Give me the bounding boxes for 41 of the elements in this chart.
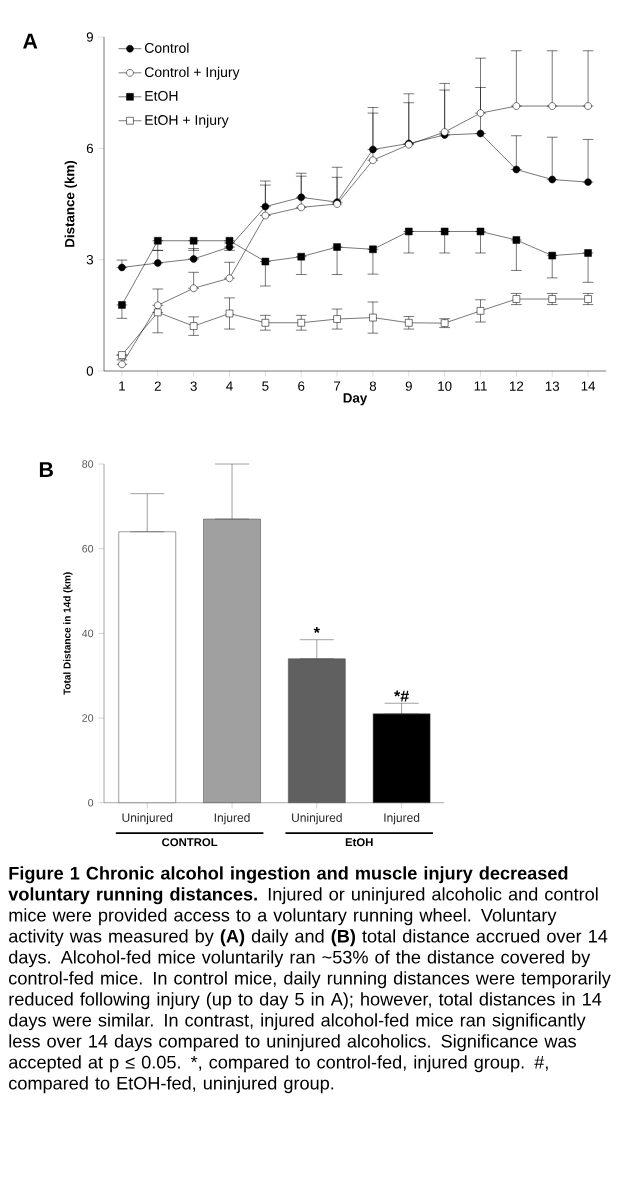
x-tick-label: 3 <box>190 381 197 391</box>
x-tick-label: 8 <box>369 381 377 391</box>
chart-title: A <box>23 33 38 49</box>
text: CONTROL <box>162 838 218 847</box>
x-tick-label: Injured <box>214 813 250 825</box>
y-axis-title: Total Distance in 14d (km) <box>63 572 73 695</box>
x-tick-label: 1 <box>119 381 125 391</box>
x-tick-label: 12 <box>509 381 524 391</box>
x-tick-label: 10 <box>438 381 452 391</box>
y-tick-label: 0 <box>88 798 94 807</box>
x-tick-label: 6 <box>298 381 305 391</box>
y-axis-title: Distance (km) <box>64 160 78 247</box>
x-tick-label: 14 <box>581 381 596 391</box>
x-axis-title: Day <box>343 393 368 406</box>
x-tick-label: Uninjured <box>122 813 173 825</box>
legend-label: EtOH <box>145 90 178 101</box>
text: EtOH <box>345 838 373 847</box>
y-tick-label: 9 <box>86 32 93 42</box>
x-tick-label: 5 <box>262 381 269 391</box>
y-tick-label: 40 <box>81 629 94 638</box>
x-tick-label: 7 <box>334 381 341 391</box>
x-tick-label: 11 <box>474 381 487 391</box>
x-tick-label: 2 <box>154 381 161 391</box>
y-tick-label: 3 <box>86 254 94 265</box>
y-tick-label: 0 <box>86 366 94 376</box>
x-tick-label: Uninjured <box>292 813 342 825</box>
y-tick-label: 80 <box>82 460 94 468</box>
y-tick-label: 60 <box>82 544 94 553</box>
text: Figure 1 Chronic alcohol ingestion and muscle injury decreased voluntary running distances. Injured or uninjured alcoholic and control mice were provided access to a voluntary running wheel. Voluntary activity was measured by (A) daily and (B) total distance accrued over 14 days. Alcohol-fed mice voluntarily ran ~53% of the distance covered by control-fed mice. In control mice, daily running distances were temporarily reduced following injury (up to day 5 in A); however, total distances in 14 days were similar. In contrast, injured alcohol-fed mice ran significantly less over 14 days compared to uninjured alcoholics. Significance was accepted at p ≤ 0.05. *, compared to control-fed, injured group. #, compared to EtOH-fed, uninjured group. <box>8 866 611 1094</box>
x-tick-label: 4 <box>226 381 233 391</box>
y-tick-label: 6 <box>86 143 94 154</box>
data-label: *# <box>394 690 409 702</box>
chart-title: B <box>39 462 53 477</box>
data-label: * <box>313 627 320 634</box>
legend-label: Control <box>144 42 189 53</box>
x-tick-label: Injured <box>384 813 420 825</box>
legend-label: EtOH + Injury <box>145 114 229 128</box>
x-tick-label: 9 <box>405 381 412 391</box>
legend-label: Control + Injury <box>144 66 240 80</box>
x-tick-label: 13 <box>545 381 560 391</box>
y-tick-label: 20 <box>82 714 94 722</box>
